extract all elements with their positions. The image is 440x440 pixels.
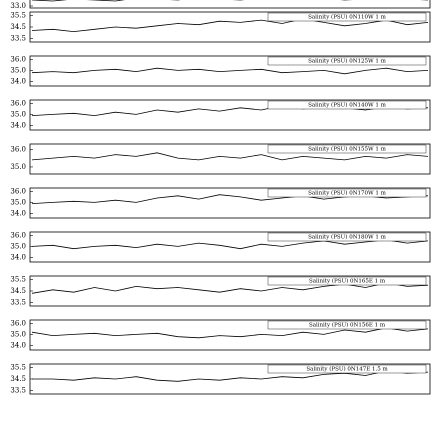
title-box [267,320,427,330]
salinity-line [31,18,429,33]
panel-frame [29,187,431,219]
panel-frame [29,319,431,351]
y-tick-label: 34.5 [10,287,26,295]
panel-title: Salinity (PSU) 0N147E 1.5 m [306,366,388,373]
salinity-line [32,370,429,382]
y-tick-label: 34.0 [10,78,26,86]
y-tick-label: 33.0 [10,2,26,10]
y-tick-label: 36.0 [10,187,26,195]
panel-title: Salinity (PSU) 0N110W 1 m [308,14,387,21]
salinity-line [31,67,429,75]
panel-title: Salinity (PSU) 0N140W 1 m [308,102,387,109]
y-tick-label: 35.0 [10,110,26,118]
title-box [267,364,427,374]
salinity-line [31,0,428,2]
y-tick-label: 33.5 [10,299,26,307]
title-box [267,276,427,286]
y-tick-label: 36.0 [10,319,26,327]
title-box [267,232,427,242]
title-box [267,188,427,198]
panel-frame [29,143,431,175]
y-tick-label: 35.0 [10,163,26,171]
y-tick-label: 35.0 [10,198,26,206]
panel-title: Salinity (PSU) 0N170W 1 m [308,190,387,197]
y-tick-label: 36.0 [10,231,26,239]
salinity-line [31,327,429,339]
title-box [267,12,427,22]
salinity-line [31,282,429,294]
y-tick-label: 34.0 [10,122,26,130]
y-tick-label: 36.0 [10,55,26,63]
panel-frame [29,231,431,263]
panel-frame [29,99,431,131]
salinity-line [31,152,429,161]
panel-title: Salinity (PSU) 0N156E 1 m [309,322,386,329]
panel-title: Salinity (PSU) 0N125W 1 m [308,58,387,65]
title-box [267,100,427,110]
y-tick-label: 34.0 [10,342,26,350]
panel-frame [29,55,431,87]
y-tick-label: 34.0 [10,254,26,262]
title-box [267,144,427,154]
salinity-line [31,239,429,250]
y-tick-label: 35.0 [10,330,26,338]
y-tick-label: 35.5 [10,363,26,371]
salinity-line [31,105,429,117]
y-tick-label: 34.0 [10,210,26,218]
y-tick-label: 33.5 [10,387,26,395]
y-tick-label: 35.0 [10,242,26,250]
panel-frame [29,0,431,9]
y-tick-label: 35.0 [10,66,26,74]
title-box [267,56,427,66]
panel-title: Salinity (PSU) 0N155W 1 m [308,146,387,153]
y-tick-label: 34.5 [10,375,26,383]
y-tick-label: 33.5 [10,35,26,43]
y-tick-label: 34.5 [10,23,26,31]
y-tick-label: 35.5 [10,11,26,19]
panel-title: Salinity (PSU) 0N180W 1 m [308,234,387,241]
y-tick-label: 36.0 [10,145,26,153]
y-tick-label: 36.0 [10,99,26,107]
panel-title: Salinity (PSU) 0N165E 1 m [309,278,386,285]
y-tick-label: 35.5 [10,275,26,283]
